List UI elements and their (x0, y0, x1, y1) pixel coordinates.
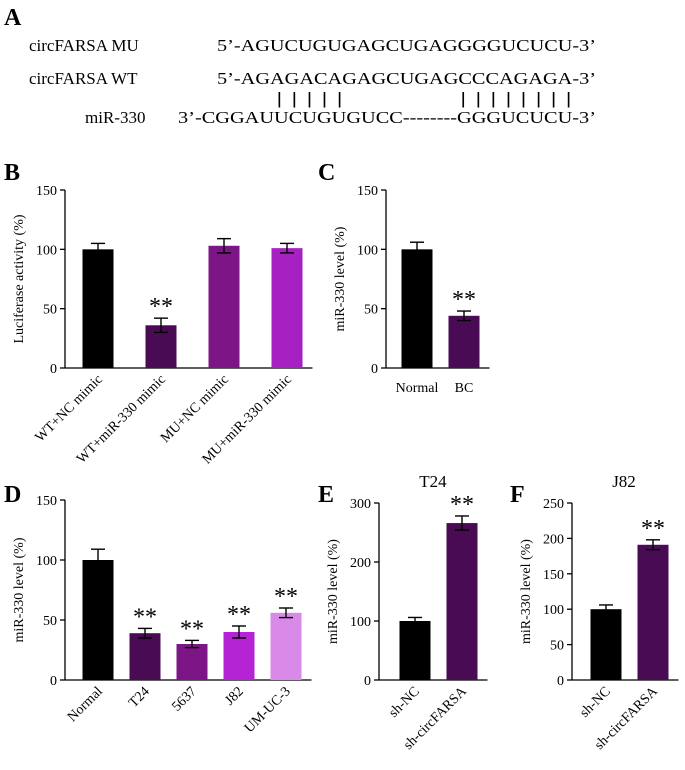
category-label: sh-NC (577, 684, 613, 720)
y-tick-label: 150 (36, 184, 57, 199)
significance-label: ** (133, 604, 157, 630)
bar (129, 633, 161, 680)
category-label: Normal (65, 684, 106, 725)
y-tick-label: 200 (350, 556, 371, 571)
chart-f: 0 50 100 150 200 250 miR-330 level (%) J82 sh-NC… (519, 472, 679, 753)
significance-label: ** (274, 584, 298, 610)
bar (270, 612, 302, 680)
significance-label: ** (450, 492, 474, 518)
significance-label: ** (227, 602, 251, 628)
y-tick-label: 0 (50, 674, 57, 689)
category-label: Normal (396, 381, 439, 396)
y-tick-label: 100 (36, 554, 57, 569)
y-axis-title: miR-330 level (%) (326, 539, 341, 644)
bar (82, 249, 114, 368)
category-label: UM-UC-3 (242, 684, 294, 736)
panel-letter-f: F (510, 482, 525, 508)
y-axis-title: miR-330 level (%) (519, 539, 534, 644)
y-tick-label: 50 (364, 303, 378, 318)
y-tick-label: 200 (543, 532, 564, 547)
seq-label-mir: miR-330 (85, 108, 145, 127)
significance-label: ** (641, 516, 665, 542)
panel-letter-c: C (318, 160, 335, 186)
y-tick-label: 100 (350, 615, 371, 630)
y-tick-label: 50 (43, 303, 57, 318)
category-label: 5637 (169, 684, 199, 714)
y-tick-label: 150 (543, 568, 564, 583)
bar (401, 249, 433, 368)
bar (82, 560, 114, 680)
y-tick-label: 250 (543, 497, 564, 512)
seq-mu: 5’-AGUCUGUGAGCUGAGGGGUCUCU-3’ (217, 36, 596, 55)
seq-label-wt: circFARSA WT (29, 69, 138, 88)
y-tick-label: 100 (543, 603, 564, 618)
significance-label: ** (149, 294, 173, 320)
bar (448, 315, 480, 368)
panel-letter-a: A (4, 5, 22, 31)
y-tick-label: 0 (50, 362, 57, 377)
bar (399, 621, 431, 680)
panel-letter-b: B (4, 160, 20, 186)
y-tick-label: 0 (364, 674, 371, 689)
bar (637, 544, 669, 680)
category-label: J82 (222, 684, 246, 708)
seq-wt: 5’-AGAGACAGAGCUGAGCCCAGAGA-3’ (217, 69, 596, 88)
y-tick-label: 0 (557, 674, 564, 689)
category-label: sh-NC (386, 684, 422, 720)
y-tick-label: 150 (357, 184, 378, 199)
significance-label: ** (452, 287, 476, 313)
y-tick-label: 0 (371, 362, 378, 377)
seq-label-mu: circFARSA MU (29, 36, 139, 55)
panel-letter-d: D (4, 482, 21, 508)
chart-d: 0 50 100 150 miR-330 level (%) Normal ** T24 ** 5… (12, 494, 312, 736)
bar (208, 245, 240, 368)
chart-title: T24 (419, 472, 447, 491)
y-tick-label: 100 (36, 243, 57, 258)
bar (176, 644, 208, 680)
bar (590, 609, 622, 680)
y-tick-label: 50 (43, 614, 57, 629)
panel-letter-e: E (318, 482, 334, 508)
y-tick-label: 300 (350, 497, 371, 512)
y-tick-label: 100 (357, 243, 378, 258)
chart-title: J82 (612, 472, 636, 491)
y-axis-title: miR-330 level (%) (333, 226, 348, 331)
bar (223, 632, 255, 680)
y-tick-label: 50 (550, 639, 564, 654)
pairing-marks: | | | | | | | | | | | | | (276, 89, 572, 108)
bar (446, 523, 478, 680)
chart-c: 0 50 100 150 miR-330 level (%) Normal ** BC (333, 184, 490, 396)
category-label: BC (455, 381, 474, 396)
significance-label: ** (180, 616, 204, 642)
bar (271, 248, 303, 368)
category-label: T24 (126, 684, 153, 711)
y-axis-title: miR-330 level (%) (12, 537, 27, 642)
seq-mir: 3’-CGGAUUCUGUGUCC--------GGGUCUCU-3’ (178, 108, 596, 127)
y-tick-label: 150 (36, 494, 57, 509)
panel-a: A circFARSA MU 5’-AGUCUGUGAGCUGAGGGGUCUC… (4, 5, 596, 127)
y-axis-title: Luciferase activity (%) (12, 214, 27, 343)
